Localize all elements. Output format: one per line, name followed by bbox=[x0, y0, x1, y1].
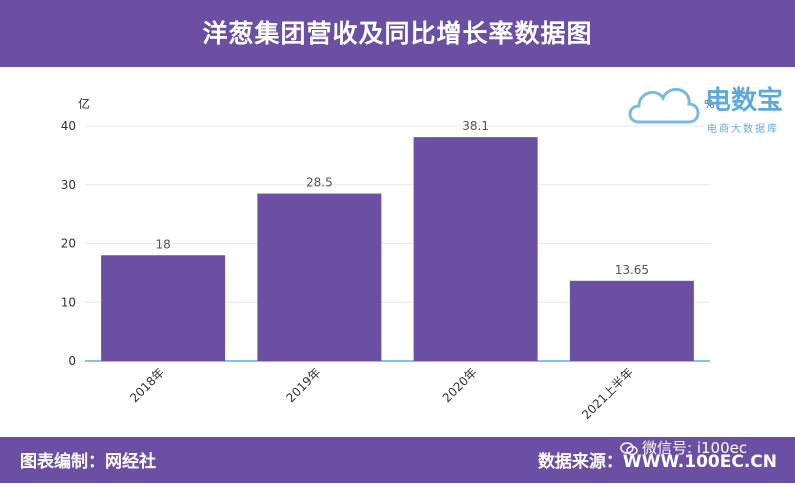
y-tick-label: 30 bbox=[61, 178, 76, 192]
bar-value-label: 13.65 bbox=[615, 263, 649, 277]
y-axis-unit: 亿 bbox=[78, 96, 90, 111]
bar-value-label: 38.1 bbox=[462, 119, 489, 133]
bar-chart: 0 10 20 30 40 18 28.5 38.1 13.65 2018年 2019年 2020… bbox=[61, 96, 715, 422]
bar bbox=[413, 137, 538, 361]
x-category-label: 2021上半年 bbox=[579, 365, 636, 422]
footer-source: 数据来源：WWW.100EC.CN bbox=[537, 452, 777, 472]
bar-value-label: 28.5 bbox=[306, 176, 333, 190]
y-tick-label: 0 bbox=[68, 354, 76, 368]
bar-labels: 18 28.5 38.1 13.65 bbox=[155, 119, 649, 277]
bars bbox=[101, 137, 694, 361]
x-axis-labels: 2018年 2019年 2020年 2021上半年 bbox=[127, 365, 636, 422]
y-tick-label: 10 bbox=[61, 295, 76, 309]
y-tick-label: 20 bbox=[61, 237, 76, 251]
cloud-icon bbox=[628, 88, 700, 124]
header-bar: 洋葱集团营收及同比增长率数据图 bbox=[0, 0, 795, 67]
y-tick-label: 40 bbox=[61, 119, 76, 133]
footer-bar: 图表编制：网经社 数据来源：WWW.100EC.CN bbox=[0, 437, 795, 483]
bar-value-label: 18 bbox=[155, 237, 170, 251]
x-category-label: 2020年 bbox=[440, 365, 480, 405]
edt-logo bbox=[625, 72, 790, 134]
bar bbox=[569, 280, 694, 361]
chart-title: 洋葱集团营收及同比增长率数据图 bbox=[202, 19, 593, 48]
y-axis-ticks: 0 10 20 30 40 bbox=[61, 119, 76, 368]
footer-credit: 图表编制：网经社 bbox=[20, 452, 156, 472]
bar bbox=[257, 193, 382, 361]
x-category-label: 2019年 bbox=[284, 365, 324, 405]
bar bbox=[101, 255, 226, 361]
wechat-icon bbox=[620, 441, 638, 455]
wechat-label: 微信号: i100ec bbox=[642, 439, 748, 457]
wechat-id: 微信号: i100ec bbox=[620, 437, 747, 459]
x-category-label: 2018年 bbox=[127, 365, 167, 405]
y2-axis-unit: % bbox=[704, 98, 714, 111]
logo-title: 电数宝 bbox=[705, 86, 784, 116]
logo-subtitle: 电商大数据库 bbox=[707, 124, 779, 135]
